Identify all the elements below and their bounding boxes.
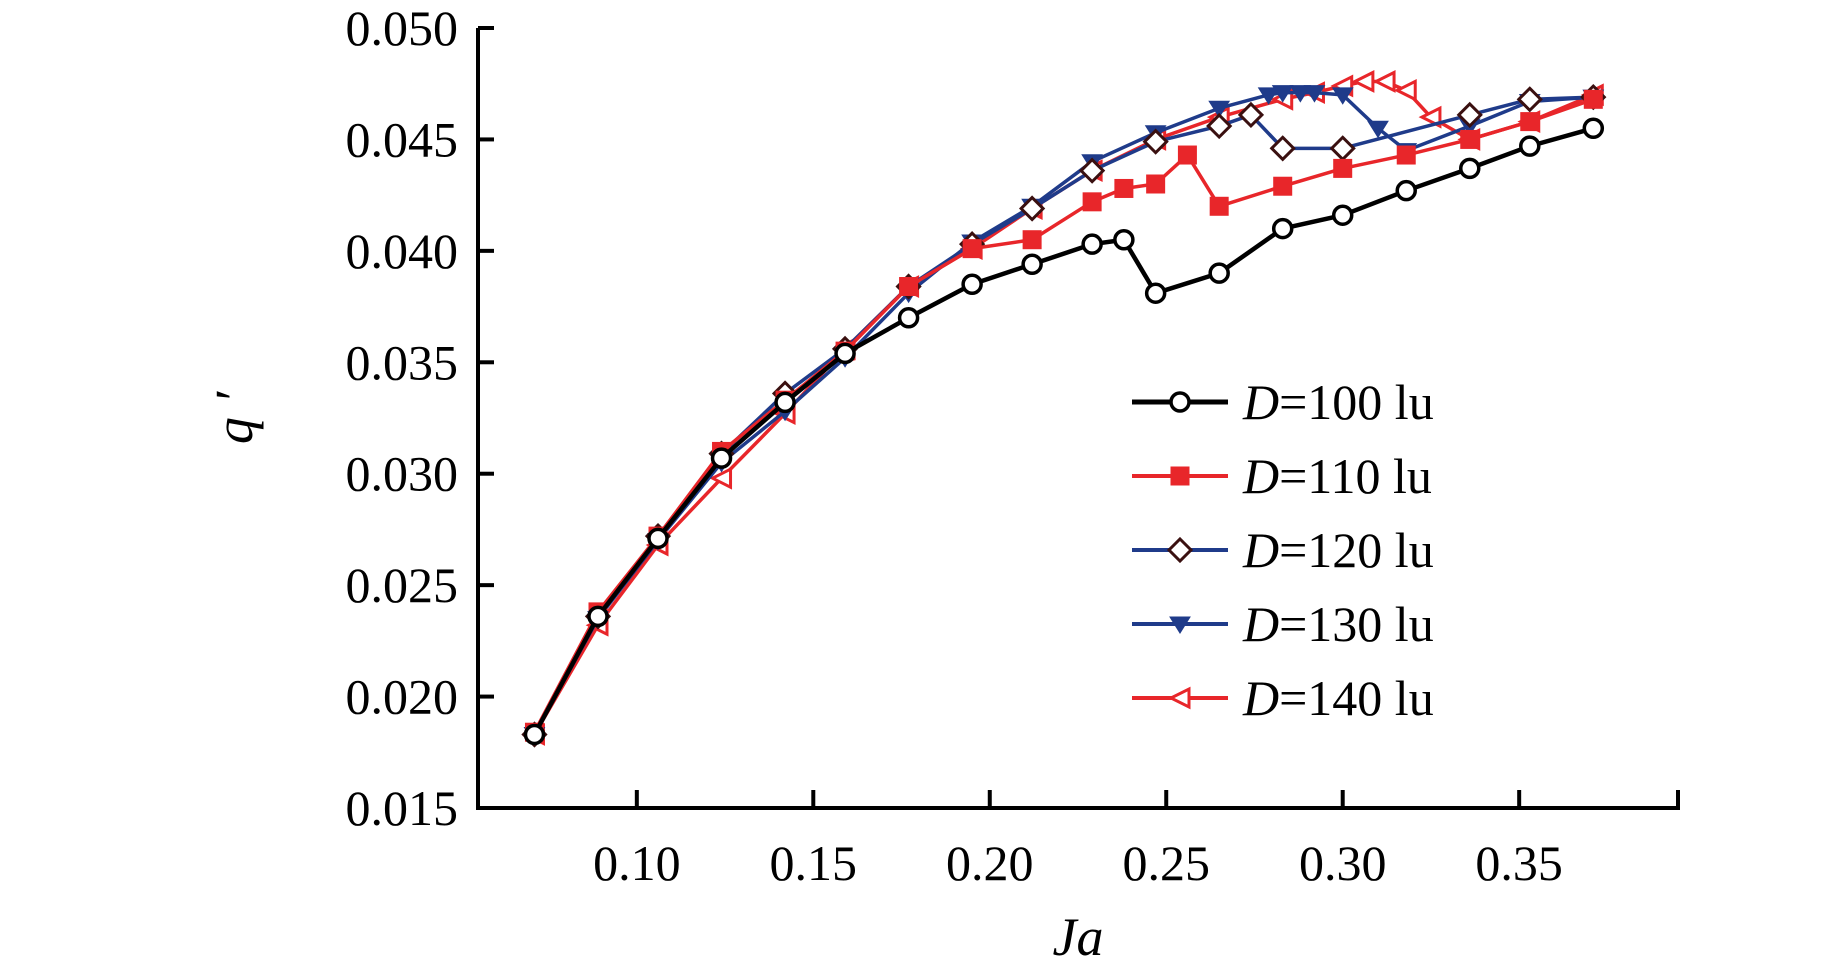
y-ticks: 0.015 0.020 0.025 0.030 0.035 0.040 0.045 0.050 xyxy=(346,0,494,836)
legend-label: D=110 lu xyxy=(1242,448,1432,504)
data-point xyxy=(1206,112,1233,140)
data-point xyxy=(1081,233,1103,255)
legend-label: D=140 lu xyxy=(1242,670,1434,726)
data-point xyxy=(1395,179,1417,202)
data-point xyxy=(1582,117,1605,140)
data-point xyxy=(1289,85,1312,103)
series-line xyxy=(532,90,1594,736)
data-point xyxy=(1078,157,1106,184)
series-4 xyxy=(523,85,1605,745)
data-point xyxy=(899,277,919,297)
data-point xyxy=(1113,228,1135,251)
y-tick-label: 0.020 xyxy=(346,669,459,725)
data-point xyxy=(710,447,733,469)
data-point xyxy=(1257,87,1280,105)
y-tick-label: 0.035 xyxy=(346,334,459,390)
data-point xyxy=(1082,192,1102,212)
data-point xyxy=(1271,85,1294,103)
data-point xyxy=(961,273,983,296)
data-point xyxy=(1418,105,1442,129)
data-point xyxy=(1519,135,1541,157)
data-point xyxy=(647,527,669,550)
legend-label: D=100 lu xyxy=(1242,374,1434,430)
legend-marker xyxy=(1166,536,1194,564)
data-point xyxy=(1018,195,1046,222)
x-tick-label: 0.15 xyxy=(770,835,858,891)
series-3 xyxy=(521,83,1607,748)
legend: D=100 lu D=110 lu D=120 lu D=130 lu D=140 lu xyxy=(1132,374,1434,726)
data-point xyxy=(1269,135,1296,162)
legend-item: D=110 lu xyxy=(1132,448,1432,504)
y-tick-label: 0.040 xyxy=(346,223,459,279)
series-5 xyxy=(522,70,1604,746)
x-tick-label: 0.35 xyxy=(1475,835,1563,891)
data-point xyxy=(1516,86,1543,113)
data-point xyxy=(1177,145,1197,165)
data-point xyxy=(1021,253,1043,275)
x-tick-label: 0.30 xyxy=(1299,835,1387,891)
data-point xyxy=(1208,262,1230,284)
data-point xyxy=(1459,157,1481,180)
x-ticks: 0.10 0.15 0.20 0.25 0.30 0.35 xyxy=(593,790,1680,891)
legend-item: D=120 lu xyxy=(1132,522,1434,578)
legend-marker xyxy=(1169,616,1191,634)
data-point xyxy=(1022,230,1042,250)
data-point xyxy=(1329,135,1356,162)
legend-marker xyxy=(1170,466,1190,486)
data-point xyxy=(1393,78,1417,102)
legend-marker xyxy=(1169,391,1191,413)
x-axis-title: Ja xyxy=(1053,907,1104,967)
legend-item: D=100 lu xyxy=(1132,374,1434,430)
y-tick-label: 0.030 xyxy=(346,446,459,502)
data-point xyxy=(1303,85,1326,103)
data-point xyxy=(1583,89,1603,109)
data-point xyxy=(1144,282,1167,304)
data-point xyxy=(1520,112,1540,132)
series-line xyxy=(532,95,1594,736)
series-line xyxy=(532,79,1594,736)
data-point xyxy=(1209,196,1229,216)
data-point xyxy=(1372,70,1396,93)
data-point xyxy=(1142,128,1169,155)
data-point xyxy=(774,391,796,414)
data-point xyxy=(1114,178,1134,198)
series-1 xyxy=(523,117,1605,746)
x-tick-label: 0.10 xyxy=(593,835,681,891)
x-tick-label: 0.20 xyxy=(946,835,1034,891)
y-tick-label: 0.045 xyxy=(346,111,459,167)
x-tick-label: 0.25 xyxy=(1122,835,1210,891)
data-point xyxy=(523,723,546,746)
data-point xyxy=(1333,158,1353,178)
data-point xyxy=(1351,70,1375,93)
data-point xyxy=(709,466,733,490)
legend-item: D=130 lu xyxy=(1132,596,1434,652)
data-point xyxy=(1237,101,1265,129)
data-point xyxy=(1146,174,1166,194)
data-point xyxy=(1271,217,1294,240)
data-point xyxy=(962,239,982,259)
data-point xyxy=(587,605,609,628)
data-point xyxy=(897,306,920,329)
data-point xyxy=(1367,120,1389,139)
y-tick-label: 0.025 xyxy=(346,557,459,613)
data-point xyxy=(834,342,856,365)
data-point xyxy=(1273,176,1293,196)
series-layer xyxy=(521,70,1607,748)
legend-label: D=120 lu xyxy=(1242,522,1434,578)
data-point xyxy=(1456,101,1483,129)
axes xyxy=(476,28,1680,810)
data-point xyxy=(1208,100,1231,119)
data-point xyxy=(1396,145,1416,165)
y-axis-title: q ′ xyxy=(204,391,264,445)
legend-item: D=140 lu xyxy=(1132,670,1434,726)
legend-marker xyxy=(1167,686,1191,710)
legend-label: D=130 lu xyxy=(1242,596,1434,652)
data-point xyxy=(1331,204,1354,226)
y-tick-label: 0.015 xyxy=(346,780,459,836)
series-line xyxy=(532,97,1594,734)
data-point xyxy=(1331,87,1354,105)
data-point xyxy=(1460,129,1480,149)
y-tick-label: 0.050 xyxy=(346,0,459,56)
